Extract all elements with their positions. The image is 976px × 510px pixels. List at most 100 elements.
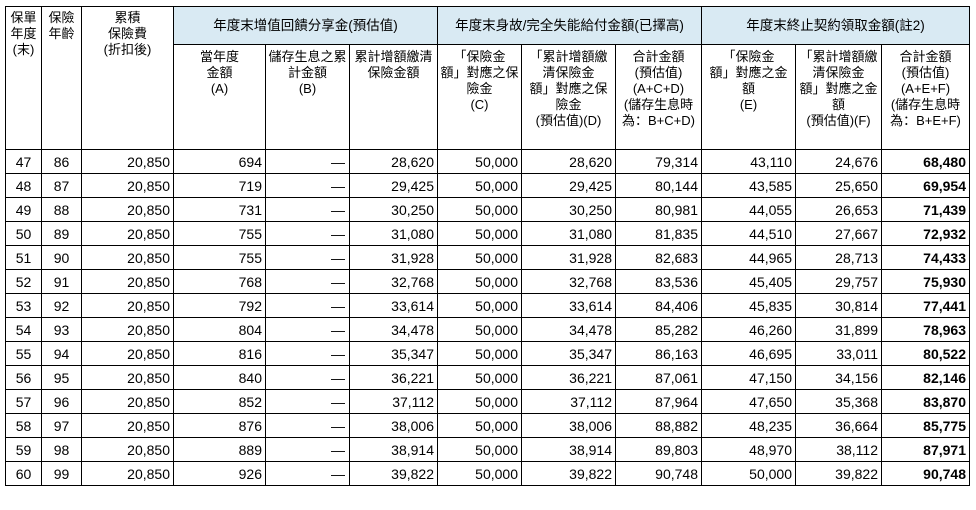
cell-surrender-total: 71,439 — [881, 197, 970, 222]
cell-death-benefit-total: 81,835 — [615, 221, 702, 246]
cell-insured-age: 93 — [41, 317, 82, 342]
cell-paid-up-addition-benefit: 38,914 — [521, 437, 616, 462]
cell-paid-up-addition: 34,478 — [349, 317, 438, 342]
cell-paid-up-addition-amount: 31,899 — [795, 317, 882, 342]
cell-surrender-total: 85,775 — [881, 413, 970, 438]
cell-insured-age: 95 — [41, 365, 82, 390]
cell-surrender-total: 74,433 — [881, 245, 970, 270]
cell-sum-insured-benefit: 50,000 — [437, 245, 522, 270]
table-row: 54 93 20,850 804—34,478 50,000 34,478 85,282 46… — [5, 317, 970, 342]
table-row: 51 90 20,850 755—31,928 50,000 31,928 82,683 44… — [5, 245, 970, 270]
table-row: 56 95 20,850 840—36,221 50,000 36,221 87,061 47… — [5, 365, 970, 390]
cell-policy-year: 55 — [5, 341, 42, 366]
cell-accumulated-interest: — — [265, 173, 350, 198]
cell-paid-up-addition: 36,221 — [349, 365, 438, 390]
cell-paid-up-addition-amount: 35,368 — [795, 389, 882, 414]
cell-paid-up-addition-benefit: 31,080 — [521, 221, 616, 246]
cell-paid-up-addition: 38,914 — [349, 437, 438, 462]
cell-sum-insured-amount: 44,965 — [701, 245, 796, 270]
cell-accumulated-premium: 20,850 — [81, 365, 174, 390]
cell-insured-age: 97 — [41, 413, 82, 438]
cell-sum-insured-benefit: 50,000 — [437, 341, 522, 366]
cell-surrender-total: 72,932 — [881, 221, 970, 246]
table-row: 52 91 20,850 768—32,768 50,000 32,768 83,536 45… — [5, 269, 970, 294]
cell-current-year-amount: 889 — [173, 437, 266, 462]
benefit-illustration-table: 保單 年度 (末) 保險 年齡 累積 保險費 (折扣後) 年度末增值回饋分享金(預估值) … — [5, 6, 970, 486]
cell-death-benefit-total: 86,163 — [615, 341, 702, 366]
cell-current-year-amount: 731 — [173, 197, 266, 222]
cell-death-benefit-total: 80,144 — [615, 173, 702, 198]
cell-accumulated-interest: — — [265, 245, 350, 270]
cell-insured-age: 88 — [41, 197, 82, 222]
table-row: 55 94 20,850 816—35,347 50,000 35,347 86,163 46… — [5, 341, 970, 366]
cell-policy-year: 48 — [5, 173, 42, 198]
table-header: 保單 年度 (末) 保險 年齡 累積 保險費 (折扣後) 年度末增值回饋分享金(預估值) … — [5, 6, 970, 150]
cell-current-year-amount: 876 — [173, 413, 266, 438]
cell-paid-up-addition-amount: 36,664 — [795, 413, 882, 438]
cell-sum-insured-amount: 46,695 — [701, 341, 796, 366]
cell-accumulated-interest: — — [265, 365, 350, 390]
cell-sum-insured-benefit: 50,000 — [437, 149, 522, 174]
table-row: 57 96 20,850 852—37,112 50,000 37,112 87,964 47… — [5, 389, 970, 414]
cell-paid-up-addition-amount: 38,112 — [795, 437, 882, 462]
header-surrender-total: 合計金額 (預估值) (A+E+F) (儲存生息時 為：B+E+F) — [881, 44, 970, 150]
cell-accumulated-interest: — — [265, 317, 350, 342]
cell-policy-year: 57 — [5, 389, 42, 414]
cell-paid-up-addition: 31,080 — [349, 221, 438, 246]
cell-surrender-total: 82,146 — [881, 365, 970, 390]
cell-sum-insured-amount: 47,150 — [701, 365, 796, 390]
header-accumulated-premium: 累積 保險費 (折扣後) — [81, 6, 174, 150]
cell-policy-year: 52 — [5, 269, 42, 294]
cell-insured-age: 94 — [41, 341, 82, 366]
cell-paid-up-addition-benefit: 28,620 — [521, 149, 616, 174]
cell-policy-year: 59 — [5, 437, 42, 462]
cell-paid-up-addition-amount: 29,757 — [795, 269, 882, 294]
cell-sum-insured-benefit: 50,000 — [437, 197, 522, 222]
cell-paid-up-addition-benefit: 31,928 — [521, 245, 616, 270]
cell-paid-up-addition-benefit: 34,478 — [521, 317, 616, 342]
header-insured-age: 保險 年齡 — [41, 6, 82, 150]
cell-sum-insured-amount: 45,405 — [701, 269, 796, 294]
cell-surrender-total: 68,480 — [881, 149, 970, 174]
cell-death-benefit-total: 88,882 — [615, 413, 702, 438]
cell-paid-up-addition-amount: 24,676 — [795, 149, 882, 174]
cell-accumulated-interest: — — [265, 461, 350, 486]
cell-accumulated-interest: — — [265, 149, 350, 174]
cell-death-benefit-total: 90,748 — [615, 461, 702, 486]
cell-paid-up-addition-benefit: 38,006 — [521, 413, 616, 438]
cell-policy-year: 49 — [5, 197, 42, 222]
cell-current-year-amount: 792 — [173, 293, 266, 318]
cell-paid-up-addition-benefit: 36,221 — [521, 365, 616, 390]
cell-paid-up-addition-amount: 30,814 — [795, 293, 882, 318]
header-group-death-benefit: 年度末身故/完全失能給付金額(已擇高) — [437, 6, 702, 45]
cell-insured-age: 91 — [41, 269, 82, 294]
cell-policy-year: 54 — [5, 317, 42, 342]
cell-insured-age: 90 — [41, 245, 82, 270]
cell-accumulated-interest: — — [265, 413, 350, 438]
cell-paid-up-addition: 39,822 — [349, 461, 438, 486]
table-row: 48 87 20,850 719—29,425 50,000 29,425 80,144 43… — [5, 173, 970, 198]
cell-policy-year: 60 — [5, 461, 42, 486]
cell-accumulated-premium: 20,850 — [81, 461, 174, 486]
cell-sum-insured-amount: 44,055 — [701, 197, 796, 222]
cell-death-benefit-total: 87,964 — [615, 389, 702, 414]
cell-current-year-amount: 926 — [173, 461, 266, 486]
cell-current-year-amount: 694 — [173, 149, 266, 174]
cell-current-year-amount: 804 — [173, 317, 266, 342]
cell-sum-insured-amount: 45,835 — [701, 293, 796, 318]
cell-insured-age: 86 — [41, 149, 82, 174]
illustration-table-container: 保單 年度 (末) 保險 年齡 累積 保險費 (折扣後) 年度末增值回饋分享金(預估值) … — [5, 6, 970, 486]
cell-insured-age: 96 — [41, 389, 82, 414]
cell-accumulated-interest: — — [265, 293, 350, 318]
cell-accumulated-premium: 20,850 — [81, 293, 174, 318]
cell-sum-insured-benefit: 50,000 — [437, 461, 522, 486]
cell-death-benefit-total: 85,282 — [615, 317, 702, 342]
cell-sum-insured-amount: 43,110 — [701, 149, 796, 174]
cell-insured-age: 99 — [41, 461, 82, 486]
header-current-year-amount: 當年度 金額 (A) — [173, 44, 266, 150]
header-group-surrender-value: 年度末終止契約領取金額(註2) — [701, 6, 970, 45]
cell-accumulated-interest: — — [265, 437, 350, 462]
cell-paid-up-addition-benefit: 30,250 — [521, 197, 616, 222]
cell-current-year-amount: 816 — [173, 341, 266, 366]
cell-insured-age: 89 — [41, 221, 82, 246]
